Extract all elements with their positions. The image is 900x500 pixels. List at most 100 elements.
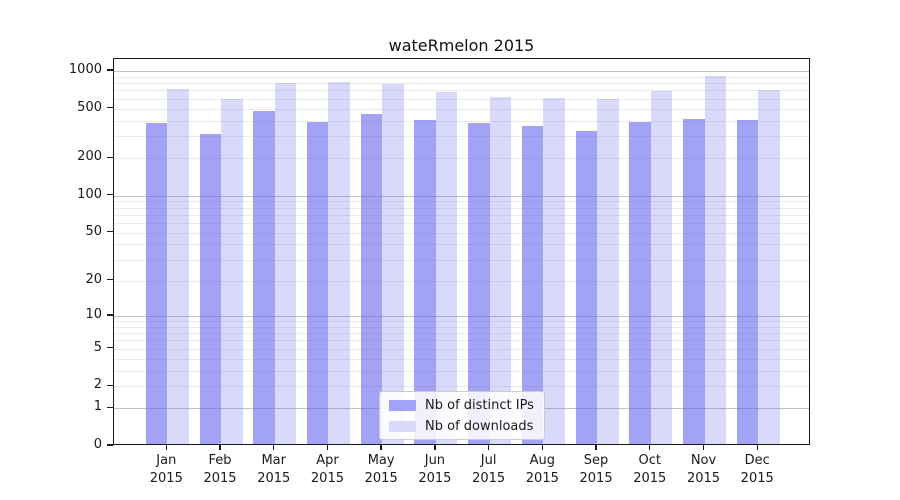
legend-item-distinct-ips: Nb of distinct IPs — [389, 396, 535, 414]
x-axis-tick — [219, 445, 221, 450]
y-axis-tick — [107, 156, 113, 158]
bar-distinct-ips — [575, 130, 598, 444]
bar-distinct-ips — [414, 120, 436, 444]
gridline-minor — [114, 207, 809, 209]
legend: Nb of distinct IPs Nb of downloads — [379, 391, 545, 440]
bar-downloads — [435, 92, 458, 444]
y-axis-tick-label: 5 — [93, 339, 102, 355]
y-axis-tick-label: 500 — [77, 99, 102, 115]
gridline-minor — [114, 136, 809, 138]
bar-distinct-ips — [521, 125, 544, 444]
x-axis-tick — [595, 445, 597, 450]
bar-downloads — [704, 76, 726, 444]
legend-swatch-distinct-ips — [389, 399, 416, 411]
gridline-minor — [114, 386, 809, 388]
y-axis-tick — [107, 444, 113, 446]
gridline-minor — [114, 370, 809, 372]
x-axis-tick-label: Dec 2015 — [740, 453, 774, 486]
gridline-major — [114, 195, 809, 197]
gridline-minor — [114, 259, 809, 261]
bar-downloads — [597, 99, 619, 444]
x-axis-tick — [487, 445, 490, 450]
legend-label-distinct-ips: Nb of distinct IPs — [425, 397, 534, 413]
y-axis-tick — [107, 279, 113, 281]
bar-downloads — [221, 99, 243, 444]
gridline-minor — [114, 76, 809, 78]
bar-distinct-ips — [199, 134, 222, 444]
x-axis-tick-label: Jan 2015 — [149, 453, 183, 486]
y-axis-tick — [107, 69, 113, 71]
y-axis-tick — [107, 347, 113, 349]
gridline-minor — [114, 108, 809, 110]
y-axis-tick-label: 2 — [93, 377, 102, 393]
bar-downloads — [758, 89, 780, 444]
x-axis-tick-label: Sep 2015 — [579, 453, 613, 486]
gridline-minor — [114, 358, 809, 360]
x-axis-tick-label: Mar 2015 — [257, 453, 291, 486]
x-axis-tick-label: Feb 2015 — [203, 453, 237, 486]
x-axis-tick-label: Nov 2015 — [686, 453, 721, 486]
gridline-minor — [114, 232, 809, 234]
y-axis-tick — [107, 193, 113, 196]
plot-area — [113, 58, 810, 445]
legend-label-downloads: Nb of downloads — [425, 418, 534, 434]
y-axis-tick-label: 0 — [93, 437, 102, 452]
y-axis-tick-label: 100 — [77, 186, 102, 202]
y-axis-tick-label: 1000 — [68, 62, 102, 78]
bar-distinct-ips — [683, 119, 705, 444]
gridline-major — [114, 71, 809, 73]
bar-downloads — [274, 83, 297, 444]
bar-downloads — [382, 84, 404, 444]
bar-distinct-ips — [253, 110, 275, 444]
y-axis-tick — [107, 406, 113, 409]
gridline-minor — [114, 280, 809, 282]
y-axis-tick-label: 50 — [85, 223, 102, 239]
x-axis-tick-label: Oct 2015 — [633, 453, 667, 486]
y-axis-tick-label: 20 — [85, 271, 102, 287]
gridline-minor — [114, 158, 809, 160]
gridline-minor — [114, 321, 809, 323]
x-axis-tick — [541, 445, 544, 450]
x-axis-tick — [756, 445, 758, 450]
gridline-minor — [114, 90, 809, 92]
gridline-minor — [114, 214, 809, 216]
bar-downloads — [650, 91, 673, 444]
gridline-minor — [114, 83, 809, 85]
legend-swatch-downloads — [389, 420, 416, 432]
x-axis-tick — [380, 445, 382, 450]
x-axis-tick-label: Jun 2015 — [418, 453, 452, 486]
gridline-minor — [114, 340, 809, 342]
y-axis-tick — [107, 384, 113, 387]
x-axis-tick — [326, 445, 329, 450]
bar-downloads — [489, 97, 512, 444]
bar-distinct-ips — [145, 122, 168, 444]
legend-item-downloads: Nb of downloads — [389, 417, 535, 435]
gridline-minor — [114, 244, 809, 246]
bar-distinct-ips — [629, 122, 651, 444]
y-axis-tick-label: 200 — [77, 149, 102, 165]
y-axis-tick — [107, 106, 113, 109]
y-axis-tick-label: 10 — [85, 306, 102, 322]
bar-distinct-ips — [736, 120, 759, 444]
x-axis-tick — [165, 445, 167, 450]
bar-downloads — [328, 82, 350, 444]
x-axis-tick — [702, 445, 705, 450]
chart-title: wateRmelon 2015 — [388, 36, 535, 55]
y-axis-tick — [107, 314, 113, 316]
gridline-minor — [114, 201, 809, 203]
x-axis-tick — [649, 445, 651, 450]
gridline-minor — [114, 348, 809, 350]
x-axis-tick — [273, 445, 275, 450]
x-axis-tick-label: Apr 2015 — [310, 453, 344, 486]
x-axis-tick-label: Aug 2015 — [525, 453, 559, 486]
gridline-minor — [114, 98, 809, 100]
y-axis-tick-label: 1 — [93, 399, 102, 415]
gridline-minor — [114, 326, 809, 328]
bar-distinct-ips — [468, 122, 490, 444]
bar-downloads — [167, 89, 189, 444]
x-axis-tick-label: May 2015 — [364, 453, 398, 486]
bar-distinct-ips — [360, 113, 383, 444]
bar-downloads — [543, 98, 565, 444]
x-axis-tick — [434, 445, 436, 450]
